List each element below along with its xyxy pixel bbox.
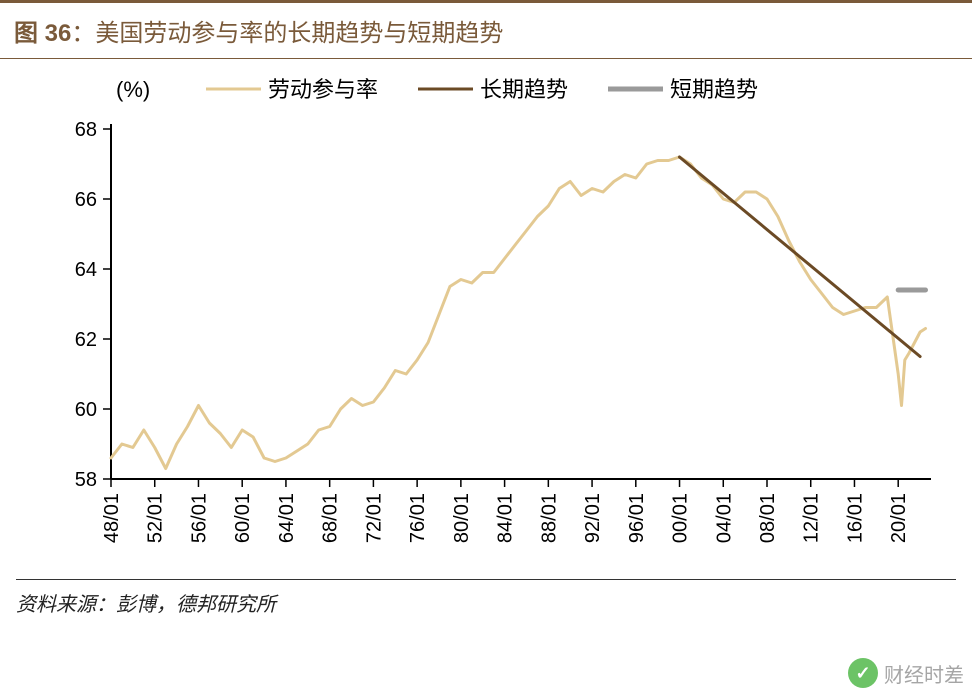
svg-text:48/01: 48/01 [101,493,123,543]
svg-text:12/01: 12/01 [801,493,823,543]
svg-text:20/01: 20/01 [888,493,910,543]
svg-text:58: 58 [75,469,97,491]
svg-text:62: 62 [75,329,97,351]
svg-text:60: 60 [75,399,97,421]
source-line: 资料来源：彭博，德邦研究所 [0,580,972,617]
svg-text:16/01: 16/01 [844,493,866,543]
svg-text:68: 68 [75,119,97,141]
svg-text:劳动参与率: 劳动参与率 [268,77,378,102]
svg-text:96/01: 96/01 [626,493,648,543]
svg-text:长期趋势: 长期趋势 [480,77,568,102]
svg-text:66: 66 [75,189,97,211]
figure-title: 图 36：美国劳动参与率的长期趋势与短期趋势 [14,20,503,47]
figure-number: 图 36 [14,20,71,47]
svg-text:(%): (%) [116,77,150,102]
svg-text:00/01: 00/01 [670,493,692,543]
svg-text:80/01: 80/01 [451,493,473,543]
svg-text:92/01: 92/01 [582,493,604,543]
svg-text:76/01: 76/01 [407,493,429,543]
figure-title-sep: ： [71,20,95,47]
svg-text:60/01: 60/01 [232,493,254,543]
chart-container: (%) 劳动参与率 长期趋势 短期趋势 58 60 62 64 66 68 48/01 52/01 56… [16,59,956,579]
figure-title-text: 美国劳动参与率的长期趋势与短期趋势 [95,20,503,47]
svg-text:08/01: 08/01 [757,493,779,543]
watermark-text: 财经时差 [884,659,964,688]
svg-text:88/01: 88/01 [538,493,560,543]
wechat-icon: ✓ [848,658,878,688]
source-text: 资料来源：彭博，德邦研究所 [16,594,276,616]
svg-text:04/01: 04/01 [713,493,735,543]
watermark: ✓ 财经时差 [848,658,964,688]
svg-text:64/01: 64/01 [276,493,298,543]
svg-text:68/01: 68/01 [320,493,342,543]
svg-text:56/01: 56/01 [188,493,210,543]
svg-text:84/01: 84/01 [495,493,517,543]
svg-text:短期趋势: 短期趋势 [670,77,758,102]
chart-svg: (%) 劳动参与率 长期趋势 短期趋势 58 60 62 64 66 68 48/01 52/01 56… [16,59,956,579]
figure-title-bar: 图 36：美国劳动参与率的长期趋势与短期趋势 [0,0,972,59]
svg-text:72/01: 72/01 [363,493,385,543]
svg-text:64: 64 [75,259,97,281]
svg-text:52/01: 52/01 [145,493,167,543]
